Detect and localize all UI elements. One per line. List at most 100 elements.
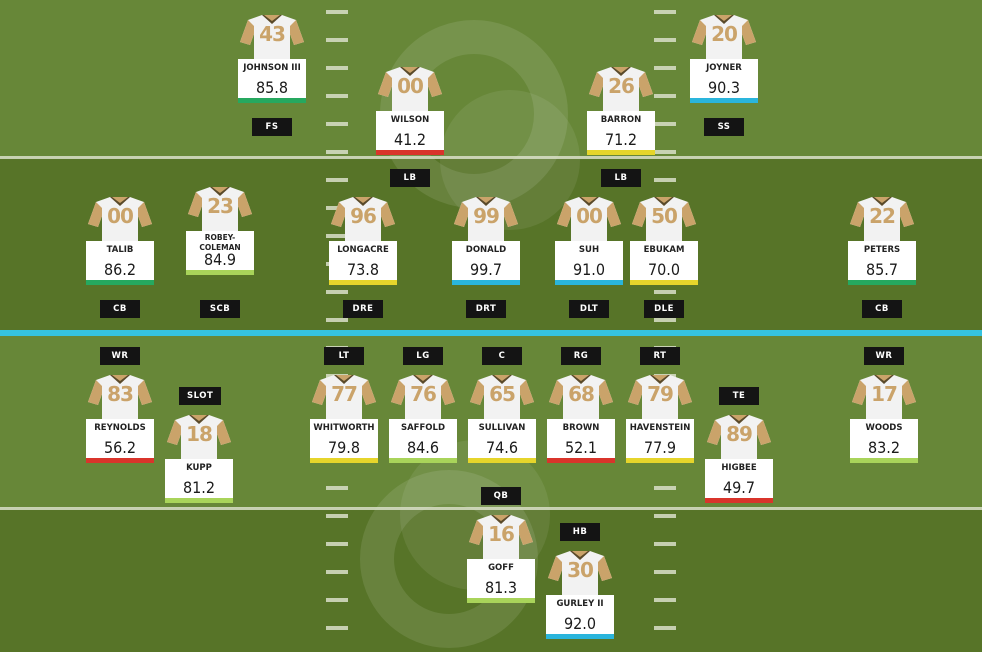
player-jersey: 30 xyxy=(546,548,614,600)
player-card-wr2[interactable]: 17 WOODS 83.2 xyxy=(850,372,918,463)
player-name-line: JOYNER xyxy=(706,63,742,73)
jersey-number: 76 xyxy=(410,382,437,406)
player-card-rg[interactable]: 68 BROWN 52.1 xyxy=(547,372,615,463)
jersey-number: 50 xyxy=(651,204,678,228)
player-card-lg[interactable]: 76 SAFFOLD 84.6 xyxy=(389,372,457,463)
player-card-fs[interactable]: 43 JOHNSON III 85.8 xyxy=(238,12,306,103)
player-card-dle[interactable]: 50 EBUKAM 70.0 xyxy=(630,194,698,285)
player-card-dlt[interactable]: 00 SUH 91.0 xyxy=(555,194,623,285)
player-card-dre[interactable]: 96 LONGACRE 73.8 xyxy=(329,194,397,285)
player-rating: 84.6 xyxy=(406,438,440,457)
player-rating: 99.7 xyxy=(469,260,503,279)
hash-mark xyxy=(326,626,348,630)
player-card-ss[interactable]: 20 JOYNER 90.3 xyxy=(690,12,758,103)
player-name: JOYNER xyxy=(690,63,758,74)
jersey-number: 30 xyxy=(567,558,594,582)
player-info-card: REYNOLDS 56.2 xyxy=(86,419,154,463)
player-name-line: ROBEY- xyxy=(204,233,236,242)
position-label-rg: RG xyxy=(561,347,601,365)
jersey-icon xyxy=(632,197,696,246)
player-name: GURLEY II xyxy=(546,599,614,610)
player-name: PETERS xyxy=(848,245,916,256)
hash-mark xyxy=(326,234,348,238)
player-info-card: ROBEY- COLEMAN 84.9 xyxy=(186,231,254,275)
player-card-hb[interactable]: 30 GURLEY II 92.0 xyxy=(546,548,614,639)
position-label-ss: SS xyxy=(704,118,744,136)
position-label-dlt: DLT xyxy=(569,300,609,318)
player-name-line: WILSON xyxy=(390,115,430,125)
player-card-lb1[interactable]: 00 WILSON 41.2 xyxy=(376,64,444,155)
player-card-wr1[interactable]: 83 REYNOLDS 56.2 xyxy=(86,372,154,463)
player-jersey: 89 xyxy=(705,412,773,464)
player-card-scb[interactable]: 23 ROBEY- COLEMAN 84.9 xyxy=(186,184,254,275)
player-card-qb[interactable]: 16 GOFF 81.3 xyxy=(467,512,535,603)
hash-mark xyxy=(326,38,348,42)
player-info-card: DONALD 99.7 xyxy=(452,241,520,285)
player-card-slot[interactable]: 18 KUPP 81.2 xyxy=(165,412,233,503)
player-card-rt[interactable]: 79 HAVENSTEIN 77.9 xyxy=(626,372,694,463)
player-name: GOFF xyxy=(467,563,535,574)
jersey-number: 68 xyxy=(568,382,595,406)
position-label-c: C xyxy=(482,347,522,365)
player-card-drt[interactable]: 99 DONALD 99.7 xyxy=(452,194,520,285)
hash-mark xyxy=(654,570,676,574)
yard-line xyxy=(0,156,982,159)
player-info-card: TALIB 86.2 xyxy=(86,241,154,285)
player-name-line: JOHNSON III xyxy=(243,63,301,73)
hash-mark xyxy=(326,178,348,182)
rating-tier-bar xyxy=(376,150,444,155)
player-card-lb2[interactable]: 26 BARRON 71.2 xyxy=(587,64,655,155)
jersey-icon xyxy=(628,375,692,424)
jersey-number: 00 xyxy=(576,204,603,228)
line-of-scrimmage xyxy=(0,330,982,336)
player-rating: 56.2 xyxy=(103,438,137,457)
player-name-line: SAFFOLD xyxy=(400,423,445,433)
player-name-line: COLEMAN xyxy=(199,243,241,252)
player-rating: 70.0 xyxy=(647,260,681,279)
position-label-lg: LG xyxy=(403,347,443,365)
position-label-drt: DRT xyxy=(466,300,506,318)
yard-line xyxy=(0,507,982,510)
player-card-cb1[interactable]: 00 TALIB 86.2 xyxy=(86,194,154,285)
player-card-c[interactable]: 65 SULLIVAN 74.6 xyxy=(468,372,536,463)
player-name-line: TALIB xyxy=(106,245,134,255)
position-label-cb1: CB xyxy=(100,300,140,318)
player-name: HAVENSTEIN xyxy=(626,423,694,434)
hash-mark xyxy=(654,122,676,126)
hash-mark xyxy=(326,598,348,602)
hash-mark xyxy=(326,514,348,518)
rating-tier-bar xyxy=(850,458,918,463)
jersey-icon xyxy=(549,375,613,424)
hash-mark xyxy=(326,150,348,154)
hash-mark xyxy=(326,66,348,70)
jersey-icon xyxy=(470,375,534,424)
hash-mark xyxy=(326,486,348,490)
player-info-card: BROWN 52.1 xyxy=(547,419,615,463)
player-name-line: GURLEY II xyxy=(556,599,604,609)
player-name-line: PETERS xyxy=(863,245,901,255)
player-name-line: BARRON xyxy=(600,115,642,125)
player-jersey: 23 xyxy=(186,184,254,236)
jersey-icon xyxy=(240,15,304,64)
hash-mark xyxy=(654,514,676,518)
player-rating: 84.9 xyxy=(203,250,237,269)
position-label-te: TE xyxy=(719,387,759,405)
player-info-card: LONGACRE 73.8 xyxy=(329,241,397,285)
rating-tier-bar xyxy=(705,498,773,503)
player-jersey: 68 xyxy=(547,372,615,424)
player-rating: 81.3 xyxy=(484,578,518,597)
position-label-lb1: LB xyxy=(390,169,430,187)
position-label-cb2: CB xyxy=(862,300,902,318)
player-info-card: HAVENSTEIN 77.9 xyxy=(626,419,694,463)
rating-tier-bar xyxy=(467,598,535,603)
position-label-scb: SCB xyxy=(200,300,240,318)
player-card-lt[interactable]: 77 WHITWORTH 79.8 xyxy=(310,372,378,463)
player-card-te[interactable]: 89 HIGBEE 49.7 xyxy=(705,412,773,503)
rating-tier-bar xyxy=(86,280,154,285)
player-card-cb2[interactable]: 22 PETERS 85.7 xyxy=(848,194,916,285)
player-jersey: 77 xyxy=(310,372,378,424)
jersey-icon xyxy=(331,197,395,246)
jersey-number: 43 xyxy=(259,22,286,46)
player-jersey: 16 xyxy=(467,512,535,564)
player-rating: 81.2 xyxy=(182,478,216,497)
